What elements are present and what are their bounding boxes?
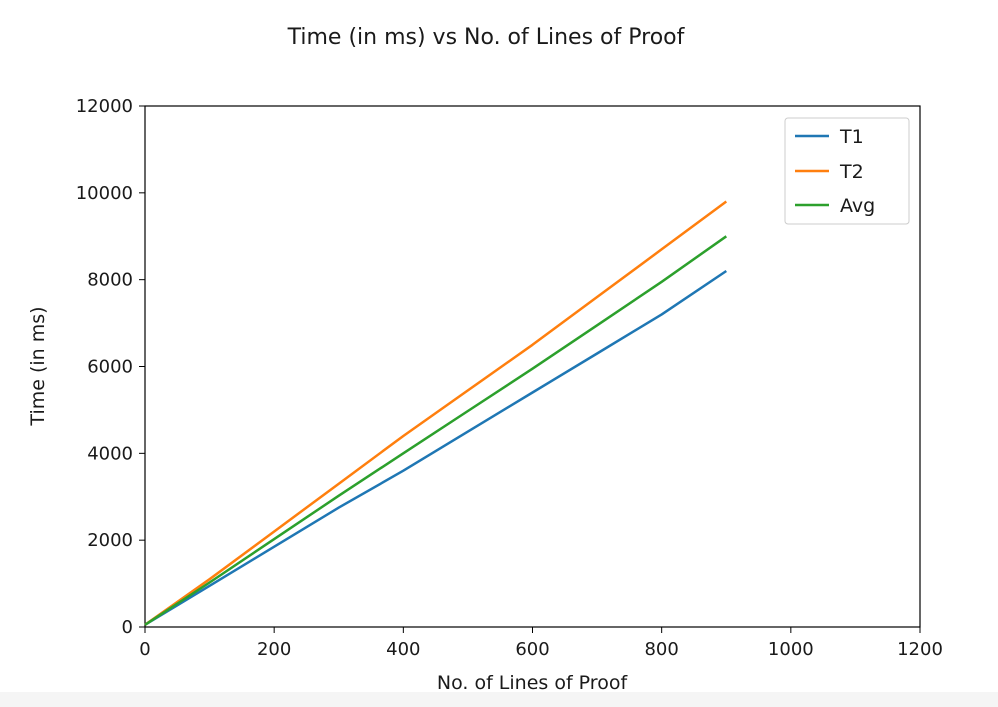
x-axis-label: No. of Lines of Proof xyxy=(437,672,629,692)
x-axis: 0 200 400 600 800 1000 1200 xyxy=(139,627,943,660)
legend: T1 T2 Avg xyxy=(784,117,910,225)
page-footer-band xyxy=(0,692,998,707)
line-chart: Time (in ms) vs No. of Lines of Proof 0 2… xyxy=(27,25,943,692)
series-lines xyxy=(144,200,728,626)
x-tick-label: 0 xyxy=(139,639,150,660)
y-tick-label: 0 xyxy=(122,617,133,638)
x-tick-label: 800 xyxy=(644,639,678,660)
y-axis: 0 2000 4000 6000 8000 10000 12000 xyxy=(76,96,145,638)
chart-title: Time (in ms) vs No. of Lines of Proof xyxy=(287,25,686,50)
x-tick-label: 400 xyxy=(386,639,420,660)
legend-label-t1: T1 xyxy=(839,126,864,148)
series-line-avg xyxy=(144,235,728,626)
series-line-t2 xyxy=(144,200,728,626)
y-tick-label: 12000 xyxy=(76,96,133,117)
y-tick-label: 8000 xyxy=(87,270,133,291)
x-tick-label: 1200 xyxy=(897,639,943,660)
y-tick-label: 6000 xyxy=(87,357,133,378)
series-line-t1 xyxy=(144,269,727,626)
legend-box xyxy=(784,117,910,225)
y-tick-label: 10000 xyxy=(76,183,133,204)
legend-label-t2: T2 xyxy=(839,161,864,183)
legend-label-avg: Avg xyxy=(840,195,875,217)
y-axis-label: Time (in ms) xyxy=(27,306,49,426)
x-tick-label: 200 xyxy=(257,639,291,660)
y-tick-label: 4000 xyxy=(87,443,133,464)
y-tick-label: 2000 xyxy=(87,530,133,551)
x-tick-label: 1000 xyxy=(768,639,814,660)
x-tick-label: 600 xyxy=(515,639,549,660)
